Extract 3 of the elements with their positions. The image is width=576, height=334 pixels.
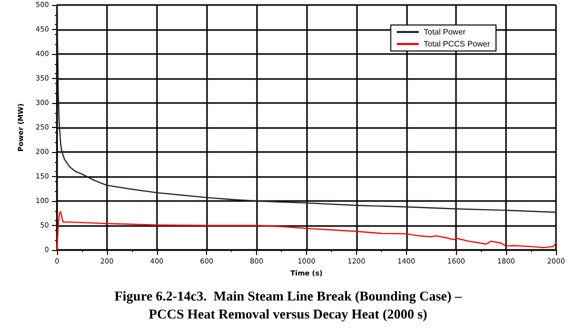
text: Figure 6.2-14c3. Main Steam Line Break (Bounding Case) – PCCS Heat Removal versus Decay Heat (2000 s) xyxy=(114,288,462,322)
legend-label: Total PCCS Power xyxy=(424,40,490,48)
legend-label: Total Power xyxy=(424,28,466,36)
